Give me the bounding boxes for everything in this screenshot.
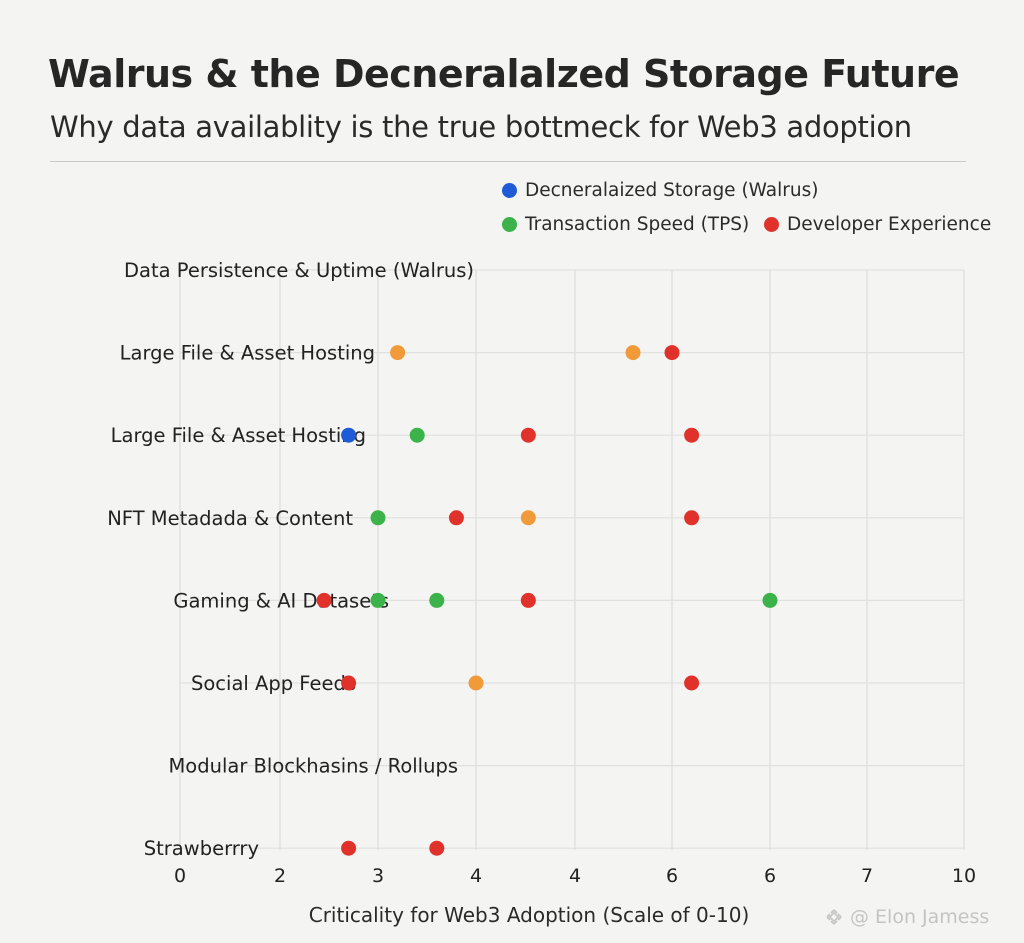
x-tick-label: 6 [666, 865, 678, 887]
data-point-red [341, 675, 357, 691]
category-label: Data Persistence & Uptime (Walrus) [124, 259, 474, 282]
data-point-red [448, 510, 464, 526]
legend-swatch-blue [502, 183, 517, 198]
x-tick-label: 4 [569, 865, 581, 887]
x-tick-label: 2 [274, 865, 286, 887]
credit-watermark: @ Elon Jamess [824, 906, 989, 928]
legend-label-tps: Transaction Speed (TPS) [525, 214, 750, 235]
chart-grid [179, 269, 965, 850]
legend-item-devex: Developer Experience [764, 214, 991, 235]
category-label: Large File & Asset Hosting [120, 342, 375, 365]
data-point-green [409, 427, 425, 443]
legend-label-devex: Developer Experience [787, 214, 992, 235]
data-point-red [684, 427, 700, 443]
data-point-orange [390, 345, 406, 361]
x-tick-label: 7 [861, 865, 873, 887]
category-label: Large File & Asset Hosting [111, 424, 366, 447]
legend-label-storage: Decneralaized Storage (Walrus) [525, 180, 819, 201]
legend-item-tps: Transaction Speed (TPS) [502, 214, 749, 235]
category-label: Social App Feeds [191, 672, 356, 695]
data-point-orange [520, 510, 536, 526]
data-point-green [762, 592, 778, 608]
legend-swatch-red [764, 217, 779, 232]
header-divider [50, 161, 966, 162]
x-axis-label: Criticality for Web3 Adoption (Scale of … [309, 903, 750, 927]
binance-logo-icon [826, 909, 842, 925]
data-point-red [520, 427, 536, 443]
chart-subtitle: Why data availablity is the true bottmec… [50, 110, 912, 144]
data-point-red [684, 675, 700, 691]
x-tick-label: 4 [470, 865, 482, 887]
category-label: NFT Metadada & Content [107, 507, 353, 530]
x-tick-label: 3 [372, 865, 384, 887]
x-tick-label: 0 [174, 865, 186, 887]
data-point-green [370, 592, 386, 608]
category-label: Modular Blockhasins / Rollups [168, 755, 458, 778]
chart-title: Walrus & the Decneralalzed Storage Futur… [48, 52, 960, 96]
data-point-red [664, 345, 680, 361]
data-point-orange [468, 675, 484, 691]
x-tick-labels: 0 2 3 4 4 6 6 7 10 [174, 865, 976, 887]
data-point-red [520, 592, 536, 608]
data-point-red [316, 592, 332, 608]
category-label: Strawberrry [144, 837, 259, 860]
legend-swatch-green [502, 217, 517, 232]
data-point-green [370, 510, 386, 526]
data-point-red [429, 840, 445, 856]
x-tick-label: 6 [764, 865, 776, 887]
legend-item-storage: Decneralaized Storage (Walrus) [502, 180, 818, 201]
data-points [316, 345, 778, 856]
category-label: Gaming & AI Datasets [173, 589, 389, 612]
data-point-red [684, 510, 700, 526]
credit-text: @ Elon Jamess [850, 906, 990, 928]
x-tick-label: 10 [952, 865, 976, 887]
data-point-orange [625, 345, 641, 361]
data-point-blue [341, 427, 357, 443]
data-point-red [341, 840, 357, 856]
data-point-green [429, 592, 445, 608]
category-labels: Data Persistence & Uptime (Walrus) Large … [107, 259, 474, 860]
